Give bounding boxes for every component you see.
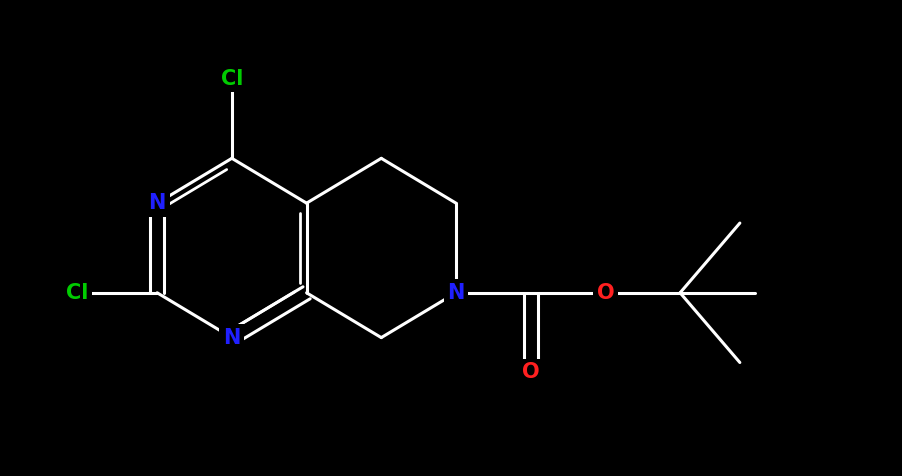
Text: N: N	[447, 283, 465, 303]
Text: Cl: Cl	[221, 69, 243, 89]
Text: O: O	[522, 362, 539, 383]
Text: O: O	[596, 283, 614, 303]
Text: Cl: Cl	[66, 283, 88, 303]
Text: N: N	[223, 327, 241, 347]
Text: N: N	[149, 193, 166, 213]
